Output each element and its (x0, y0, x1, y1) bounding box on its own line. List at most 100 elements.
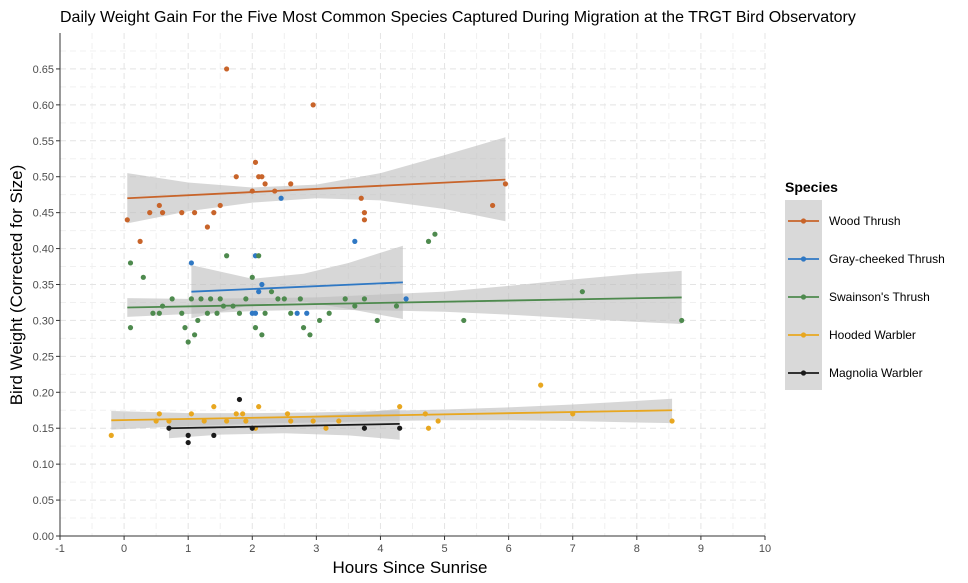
data-point (425, 425, 432, 431)
data-point (256, 404, 262, 410)
x-tick-label: 2 (249, 543, 255, 555)
data-point (156, 411, 162, 417)
data-point (310, 102, 316, 108)
y-tick-label: 0.00 (33, 531, 54, 543)
data-point (211, 210, 217, 216)
data-point (297, 296, 303, 302)
data-point (278, 195, 284, 201)
data-point (211, 432, 217, 438)
x-tick-label: 4 (377, 543, 383, 555)
x-tick-label: 6 (506, 543, 512, 555)
y-tick-label: 0.15 (33, 423, 54, 435)
y-axis-label: Bird Weight (Corrected for Size) (7, 165, 26, 406)
data-point (224, 66, 230, 72)
legend-label: Gray-cheeked Thrush (829, 252, 945, 266)
data-point (127, 325, 134, 331)
x-tick-label: 7 (570, 543, 576, 555)
data-point (336, 418, 342, 424)
legend-key-point (800, 332, 807, 338)
axes: -1 0 1 2 3 4 5 6 7 8 9 10 0.00 0.05 0.10 0.15 0.20 0.25 0.… (33, 33, 771, 555)
data-point (240, 411, 246, 417)
data-point (679, 317, 685, 324)
data-point (211, 404, 217, 410)
data-point (179, 210, 185, 216)
data-point (490, 202, 496, 209)
data-point (188, 296, 194, 302)
data-point (214, 310, 220, 316)
data-point (579, 289, 585, 295)
data-point (233, 174, 239, 180)
legend-key-point (800, 370, 807, 376)
data-point (185, 339, 191, 345)
data-point (461, 317, 467, 324)
x-tick-label: 5 (441, 543, 447, 555)
data-point (179, 310, 185, 316)
fit-lines (111, 178, 682, 430)
data-point (361, 425, 368, 431)
fit-line (191, 281, 403, 293)
x-tick-label: 3 (313, 543, 319, 555)
data-point (156, 202, 162, 209)
data-point (256, 289, 262, 295)
data-point (217, 202, 223, 209)
data-point (252, 325, 259, 331)
data-point (156, 310, 162, 316)
data-point (262, 310, 268, 316)
chart-title: Daily Weight Gain For the Five Most Comm… (60, 9, 856, 26)
data-point (502, 181, 509, 187)
x-tick-label: 1 (185, 543, 191, 555)
y-tick-label: 0.60 (33, 100, 54, 112)
data-point (204, 310, 211, 316)
data-point (127, 260, 134, 266)
data-point (284, 411, 291, 417)
fit-line (127, 296, 682, 309)
data-point (198, 296, 204, 302)
data-point (326, 310, 332, 316)
data-point (224, 418, 230, 424)
y-tick-label: 0.20 (33, 387, 54, 399)
data-point (259, 281, 265, 288)
data-point (397, 404, 403, 410)
data-point (159, 210, 166, 216)
data-point (169, 296, 175, 302)
data-point (201, 418, 207, 424)
data-point (393, 303, 400, 309)
data-point (323, 425, 329, 431)
y-tick-label: 0.50 (33, 172, 54, 184)
x-tick-label: -1 (55, 543, 65, 555)
legend: Species Wood Thrush Gray-cheeked Thrush Sw… (785, 179, 945, 390)
data-point (307, 332, 313, 338)
data-point (310, 418, 316, 424)
data-point (137, 238, 143, 244)
data-point (208, 296, 214, 302)
data-point (182, 325, 188, 331)
data-point (191, 210, 198, 216)
x-tick-label: 9 (698, 543, 704, 555)
data-point (224, 253, 230, 259)
data-point (249, 274, 255, 280)
y-tick-label: 0.55 (33, 136, 54, 148)
data-point (195, 317, 201, 324)
data-point (188, 411, 194, 417)
y-tick-label: 0.35 (33, 280, 54, 292)
data-point (236, 396, 243, 403)
data-point (275, 296, 281, 302)
data-point (304, 310, 310, 316)
data-point (233, 411, 239, 417)
data-point (669, 418, 675, 424)
data-point (435, 418, 441, 424)
data-point (268, 289, 275, 295)
data-point (361, 217, 368, 223)
data-point (352, 303, 358, 309)
data-point (252, 159, 259, 165)
data-point (185, 432, 191, 438)
data-point (262, 181, 268, 187)
data-point (204, 224, 211, 230)
fit-line (111, 409, 673, 422)
data-point (185, 439, 191, 446)
data-point (236, 310, 243, 316)
y-tick-label: 0.45 (33, 208, 54, 220)
data-point (288, 310, 294, 316)
data-point (243, 296, 249, 302)
